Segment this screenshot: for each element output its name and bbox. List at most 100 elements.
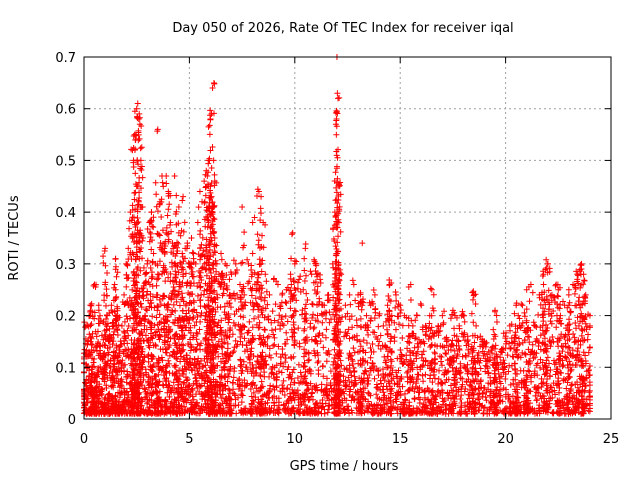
- data-point: [497, 380, 504, 387]
- data-point: [153, 372, 160, 379]
- data-point: [472, 359, 479, 366]
- data-point: [437, 390, 444, 397]
- data-point: [123, 283, 130, 290]
- data-point: [356, 338, 363, 345]
- data-point: [509, 393, 516, 400]
- data-point: [144, 288, 151, 295]
- data-point: [244, 346, 251, 353]
- data-point: [405, 361, 412, 368]
- data-point: [475, 349, 482, 356]
- data-point: [202, 335, 209, 342]
- data-point: [221, 339, 228, 346]
- data-point: [158, 196, 165, 203]
- data-point: [420, 357, 427, 364]
- data-point: [288, 281, 295, 288]
- data-point: [370, 363, 377, 370]
- data-point: [124, 368, 131, 375]
- data-point: [156, 378, 163, 385]
- data-point: [577, 261, 584, 268]
- data-point: [515, 335, 522, 342]
- data-point: [230, 402, 237, 409]
- data-point: [214, 294, 221, 301]
- data-point: [338, 362, 345, 369]
- data-point: [425, 397, 432, 404]
- data-point: [267, 408, 274, 415]
- data-point: [187, 324, 194, 331]
- data-point: [112, 322, 119, 329]
- data-point: [175, 240, 182, 247]
- data-point: [130, 157, 137, 164]
- data-point: [154, 382, 161, 389]
- data-point: [257, 384, 264, 391]
- data-point: [348, 313, 355, 320]
- data-point: [295, 325, 302, 332]
- data-point: [226, 395, 233, 402]
- data-point: [165, 274, 172, 281]
- data-point: [232, 295, 239, 302]
- data-point: [422, 331, 429, 338]
- data-point: [169, 263, 176, 270]
- data-point: [194, 219, 201, 226]
- data-point: [197, 357, 204, 364]
- data-point: [402, 397, 409, 404]
- data-point: [470, 391, 477, 398]
- data-point: [309, 301, 316, 308]
- data-point: [477, 365, 484, 372]
- data-point: [310, 311, 317, 318]
- data-point: [254, 301, 261, 308]
- data-point: [526, 298, 533, 305]
- data-point: [250, 389, 257, 396]
- data-point: [333, 392, 340, 399]
- data-point: [201, 178, 208, 185]
- data-point: [187, 282, 194, 289]
- data-point: [446, 360, 453, 367]
- data-point: [280, 401, 287, 408]
- data-point: [474, 334, 481, 341]
- data-point: [204, 378, 211, 385]
- data-point: [182, 324, 189, 331]
- data-point: [178, 353, 185, 360]
- data-point: [192, 361, 199, 368]
- data-point: [364, 381, 371, 388]
- data-point: [300, 286, 307, 293]
- data-point: [301, 318, 308, 325]
- data-point: [336, 277, 343, 284]
- data-point: [439, 387, 446, 394]
- data-point: [154, 128, 161, 135]
- data-point: [507, 327, 514, 334]
- data-point: [153, 291, 160, 298]
- data-point: [162, 346, 169, 353]
- data-point: [377, 346, 384, 353]
- data-point: [163, 345, 170, 352]
- data-point: [562, 332, 569, 339]
- data-point: [349, 358, 356, 365]
- data-point: [218, 327, 225, 334]
- data-point: [197, 256, 204, 263]
- data-point: [479, 338, 486, 345]
- data-point: [428, 367, 435, 374]
- data-point: [224, 378, 231, 385]
- data-point: [195, 204, 202, 211]
- data-point: [131, 337, 138, 344]
- data-point: [130, 307, 137, 314]
- data-point: [297, 273, 304, 280]
- data-point: [480, 384, 487, 391]
- data-point: [174, 355, 181, 362]
- data-point: [266, 409, 273, 416]
- data-point: [229, 331, 236, 338]
- data-point: [218, 250, 225, 257]
- data-point: [133, 342, 140, 349]
- data-point: [139, 204, 146, 211]
- data-point: [519, 349, 526, 356]
- data-point: [175, 291, 182, 298]
- data-point: [372, 309, 379, 316]
- data-point: [281, 405, 288, 412]
- data-point: [335, 233, 342, 240]
- data-point: [366, 299, 373, 306]
- data-point: [244, 380, 251, 387]
- data-point: [121, 301, 128, 308]
- data-point: [522, 329, 529, 336]
- data-point: [172, 307, 179, 314]
- data-point: [325, 403, 332, 410]
- data-point: [132, 189, 139, 196]
